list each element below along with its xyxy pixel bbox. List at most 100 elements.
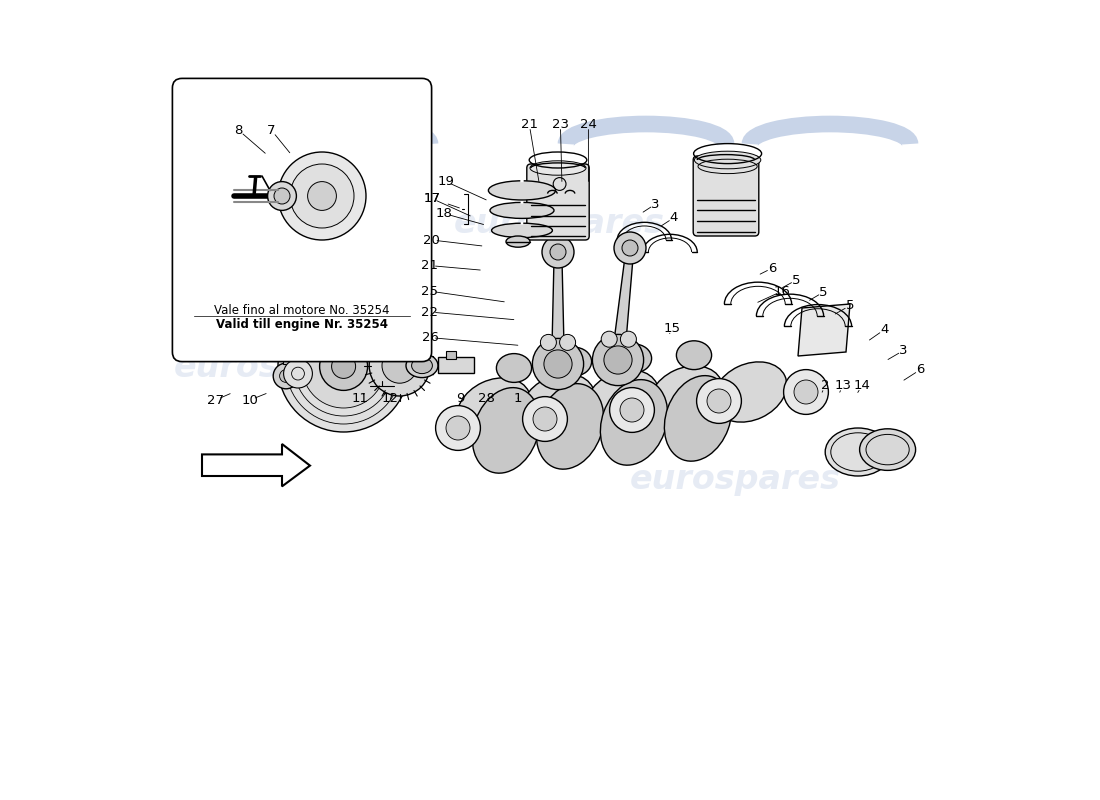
Text: 9: 9 [456,392,464,405]
Circle shape [532,338,584,390]
Ellipse shape [557,347,592,376]
Circle shape [534,407,557,431]
Text: 22: 22 [421,306,439,318]
Text: 27: 27 [207,394,224,406]
Text: 20: 20 [424,234,440,246]
FancyBboxPatch shape [693,156,759,236]
Circle shape [609,387,654,432]
Text: Vale fino al motore No. 35254: Vale fino al motore No. 35254 [214,304,389,317]
Circle shape [620,331,637,347]
Text: 21: 21 [520,118,538,130]
Circle shape [604,346,632,374]
Text: 1: 1 [514,392,522,405]
Text: eurospares: eurospares [454,415,666,449]
Ellipse shape [488,181,556,200]
Ellipse shape [649,366,723,426]
Circle shape [279,370,293,382]
Circle shape [794,380,818,404]
Ellipse shape [601,380,668,465]
Ellipse shape [585,370,659,430]
Circle shape [382,348,417,383]
Circle shape [614,232,646,264]
Circle shape [331,354,355,378]
Polygon shape [612,247,634,361]
Text: 26: 26 [421,331,439,344]
Ellipse shape [616,344,651,373]
Circle shape [560,334,575,350]
Bar [283,336,289,364]
Text: 23: 23 [552,118,569,130]
Text: Valid till engine Nr. 35254: Valid till engine Nr. 35254 [216,318,388,331]
Text: 7: 7 [267,124,276,137]
Bar [438,357,474,373]
Circle shape [274,188,290,204]
Text: 8: 8 [234,124,243,137]
Ellipse shape [506,236,530,247]
Ellipse shape [496,354,531,382]
Text: 17: 17 [424,192,440,205]
Circle shape [320,342,367,390]
Bar [446,351,455,359]
Text: 10: 10 [242,394,258,406]
Circle shape [550,244,566,260]
Ellipse shape [530,161,586,175]
Circle shape [540,334,557,350]
Ellipse shape [458,378,531,438]
Text: 6: 6 [768,262,777,274]
Text: 15: 15 [663,322,680,334]
Text: 3: 3 [900,344,908,357]
Ellipse shape [825,428,891,476]
Circle shape [267,182,296,210]
Ellipse shape [537,384,604,469]
Polygon shape [202,444,310,486]
Polygon shape [551,252,564,364]
Circle shape [284,359,312,388]
Circle shape [707,389,732,413]
Circle shape [446,416,470,440]
Text: 5: 5 [846,299,855,312]
Text: 21: 21 [421,259,439,272]
Circle shape [278,301,409,432]
FancyBboxPatch shape [173,78,431,362]
Ellipse shape [490,202,554,218]
Circle shape [783,370,828,414]
Text: 5: 5 [792,274,801,286]
Circle shape [621,240,638,256]
Circle shape [308,182,337,210]
Text: 12: 12 [382,392,398,405]
Text: 3: 3 [651,198,660,210]
Text: 11: 11 [351,392,369,405]
Circle shape [436,406,481,450]
Text: 28: 28 [477,392,494,405]
Text: 14: 14 [854,379,870,392]
Text: 19: 19 [438,175,454,188]
Ellipse shape [521,374,595,434]
Ellipse shape [492,223,552,238]
Circle shape [273,363,299,389]
Circle shape [290,164,354,228]
Ellipse shape [694,151,761,169]
Ellipse shape [411,358,432,374]
Text: 18: 18 [436,207,453,220]
Circle shape [602,331,617,347]
Ellipse shape [664,376,732,461]
Text: 6: 6 [916,363,925,376]
Text: 24: 24 [580,118,597,130]
Ellipse shape [713,362,786,422]
Text: 17: 17 [424,192,460,208]
Text: 16: 16 [773,285,791,298]
Circle shape [302,325,385,408]
Circle shape [543,350,572,378]
Text: 25: 25 [421,285,439,298]
Text: 4: 4 [670,211,679,224]
Circle shape [542,236,574,268]
Polygon shape [798,304,850,356]
Ellipse shape [472,388,540,473]
Circle shape [620,398,644,422]
Text: eurospares: eurospares [454,207,666,241]
Circle shape [370,335,430,396]
Text: 13: 13 [834,379,851,392]
Ellipse shape [676,341,712,370]
Text: 5: 5 [820,286,828,298]
Circle shape [696,378,741,423]
